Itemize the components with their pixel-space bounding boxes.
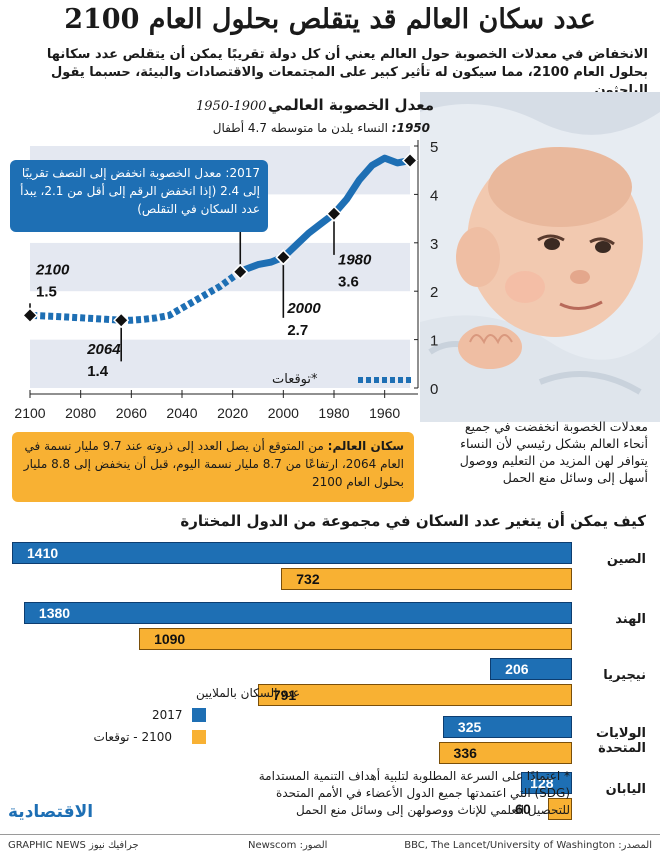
- annotation-value: 1.5: [36, 283, 57, 300]
- footer-photo-credit: الصور: Newscom: [248, 840, 328, 851]
- fertility-markers: [21, 152, 419, 329]
- callout-2017: 2017: معدل الخصوبة انخفض إلى النصف تقريب…: [10, 160, 268, 232]
- y-tick-label: 3: [430, 236, 438, 253]
- sdg-note: * اعتمادًا على السرعة المطلوبة لتلبية أه…: [258, 769, 570, 817]
- annotation-2100: 2100 1.5: [35, 261, 70, 300]
- fertility-chart-years: 1950-1900: [196, 99, 267, 114]
- bar-2100: 336: [438, 742, 572, 764]
- page-subtitle: الانخفاض في معدلات الخصوبة حول العالم يع…: [46, 47, 648, 98]
- annotation-year: 2000: [286, 300, 321, 317]
- footer-divider: [0, 834, 660, 835]
- fertility-band: [30, 291, 410, 340]
- projection-bar-chart: الصين 1410 732 الهند 1380 1090 نيجيريا 206 791 ال…: [0, 540, 660, 830]
- projection-title: كيف يمكن أن يتغير عدد السكان في مجموعة م…: [180, 512, 646, 530]
- annotation-2064: 2064 1.4: [86, 341, 121, 380]
- x-tick-label: 2040: [166, 405, 197, 421]
- country-label: الولايات المتحدة: [596, 726, 646, 756]
- x-tick-label: 1980: [318, 405, 349, 421]
- forecast-legend-line: [358, 377, 413, 383]
- bar-value-label: 791: [272, 687, 297, 703]
- annotation-year: 2064: [86, 341, 121, 358]
- photo-caption: معدلات الخصوبة انخفضت في جميع أنحاء العا…: [459, 419, 648, 485]
- bar-value-label: 336: [453, 745, 477, 761]
- baby-photo: [420, 92, 660, 422]
- bar-2017: 1380: [23, 602, 572, 624]
- fertility-note-text: النساء يلدن ما متوسطه 4.7 أطفال: [212, 121, 388, 135]
- legend-2100-swatch: [192, 730, 206, 744]
- legend-2017-swatch: [192, 708, 206, 722]
- baby-image: [420, 92, 660, 422]
- y-tick-label: 1: [430, 333, 438, 350]
- annotation-1980: 1980 3.6: [338, 252, 372, 291]
- fertility-annotations: 2100 1.5 2064 1.4 2000 2.7 1980 3.6: [35, 252, 372, 381]
- x-tick-label: 2000: [268, 405, 299, 421]
- annotation-year: 1980: [338, 252, 372, 269]
- bar-value-label: 325: [457, 719, 482, 735]
- fertility-note-year: 1950:: [391, 121, 430, 135]
- bar-2017: 128: [521, 772, 572, 794]
- fertility-y-axis: 0 1 2 3 4 5: [414, 139, 438, 398]
- annotation-value: 3.6: [338, 274, 359, 291]
- fertility-note: 1950: النساء يلدن ما متوسطه 4.7 أطفال: [213, 121, 430, 135]
- bar-2100: 791: [257, 684, 572, 706]
- world-population-label: سكان العالم:: [327, 439, 404, 453]
- annotation-value: 2.7: [287, 322, 308, 339]
- legend-title: عدد السكان بالملايين: [196, 686, 301, 700]
- bar-value-label: 1090: [154, 631, 186, 647]
- publisher-logo: الاقتصادية: [8, 802, 94, 822]
- annotation-year: 2100: [35, 261, 70, 278]
- data-marker: [275, 249, 292, 266]
- bar-2017: 1410: [12, 542, 572, 564]
- footer-graphic-credit: GRAPHIC NEWS جرافيك نيوز: [8, 840, 139, 851]
- annotation-value: 1.4: [87, 363, 109, 380]
- bar-2100: 1090: [139, 628, 572, 650]
- legend-2100-label: 2100 - توقعات: [93, 730, 172, 744]
- country-label: نيجيريا: [603, 668, 646, 683]
- data-marker: [21, 307, 39, 324]
- data-marker: [401, 152, 419, 169]
- data-marker: [232, 263, 249, 280]
- y-tick-label: 2: [430, 284, 438, 301]
- bar-2017: 325: [442, 716, 572, 738]
- fertility-band: [30, 242, 410, 292]
- bar-value-label: 732: [296, 571, 320, 587]
- y-tick-label: 0: [430, 381, 438, 398]
- annotation-2000: 2000 2.7: [286, 300, 321, 339]
- bar-value-label: 206: [505, 661, 529, 677]
- page-title: عدد سكان العالم قد يتقلص بحلول العام 210…: [64, 4, 596, 35]
- country-label: اليابان: [605, 782, 646, 797]
- country-label: الهند: [615, 612, 646, 627]
- x-tick-label: 2100: [14, 405, 45, 421]
- data-marker: [325, 205, 343, 222]
- footer-source: المصدر: BBC, The Lancet/University of Wa…: [404, 840, 652, 851]
- bar-value-label: 60: [515, 801, 531, 817]
- y-tick-label: 4: [430, 187, 438, 204]
- bar-2100: 732: [281, 568, 572, 590]
- data-marker: [113, 312, 130, 329]
- x-tick-label: 1960: [369, 405, 400, 421]
- bar-value-label: 1410: [27, 545, 59, 561]
- fertility-x-axis: 2100 2080 2060 2040 2020 2000 1980 1960: [14, 390, 418, 421]
- bar-value-label: 128: [530, 775, 554, 791]
- historic-series-line: [238, 154, 411, 275]
- fertility-lines: [29, 154, 411, 324]
- bar-2017: 206: [490, 658, 572, 680]
- bar-2100: 60: [515, 798, 572, 820]
- legend-2017-label: 2017: [152, 708, 183, 722]
- x-tick-label: 2080: [65, 405, 96, 421]
- fertility-chart-title: معدل الخصوبة العالمي: [267, 96, 434, 114]
- x-tick-label: 2060: [116, 405, 147, 421]
- world-population-text: من المتوقع أن يصل العدد إلى ذروته عند 9.…: [23, 439, 404, 489]
- forecast-series-line: [29, 268, 243, 324]
- y-tick-label: 5: [430, 139, 438, 156]
- country-label: الصين: [606, 552, 646, 567]
- world-population-callout: سكان العالم: من المتوقع أن يصل العدد إلى…: [12, 432, 414, 502]
- forecast-legend-label: توقعات*: [272, 372, 318, 387]
- x-tick-label: 2020: [217, 405, 248, 421]
- bar-value-label: 1380: [38, 605, 71, 621]
- fertility-band: [30, 339, 410, 388]
